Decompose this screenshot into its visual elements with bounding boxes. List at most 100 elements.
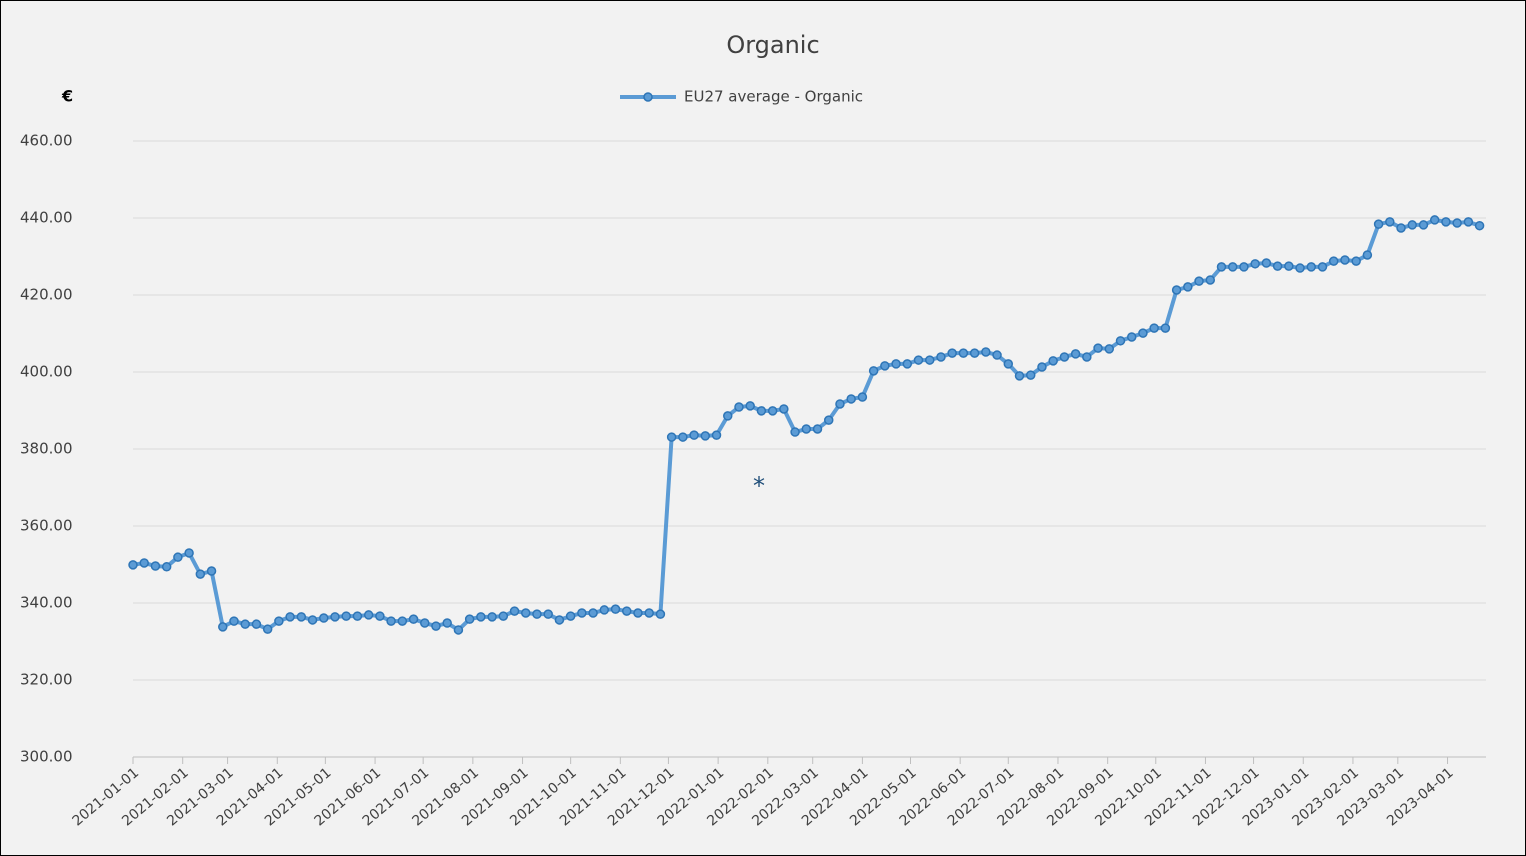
point bbox=[1216, 262, 1227, 272]
y-tick-label: 340.00 bbox=[20, 594, 73, 612]
point bbox=[936, 352, 946, 362]
point bbox=[206, 566, 217, 576]
point bbox=[431, 621, 441, 631]
point bbox=[195, 569, 206, 579]
y-tick-label: 440.00 bbox=[20, 209, 73, 227]
point bbox=[554, 615, 565, 625]
point bbox=[1351, 256, 1361, 266]
point bbox=[633, 608, 643, 618]
point bbox=[1093, 343, 1103, 353]
point bbox=[1126, 332, 1137, 342]
point bbox=[812, 424, 823, 434]
point bbox=[251, 619, 262, 629]
point bbox=[307, 615, 318, 625]
point bbox=[655, 609, 666, 619]
point bbox=[1261, 258, 1272, 268]
point bbox=[1295, 263, 1305, 273]
point bbox=[1183, 282, 1193, 292]
point bbox=[981, 347, 991, 357]
point bbox=[678, 432, 688, 442]
point bbox=[274, 616, 284, 626]
point bbox=[969, 348, 980, 358]
point bbox=[184, 548, 194, 558]
point bbox=[689, 430, 699, 440]
point bbox=[1328, 256, 1339, 266]
y-tick-label: 360.00 bbox=[20, 517, 73, 535]
point bbox=[139, 558, 149, 568]
point bbox=[745, 401, 755, 411]
point bbox=[947, 348, 957, 358]
point bbox=[722, 411, 733, 421]
point bbox=[577, 608, 587, 618]
point bbox=[1373, 219, 1384, 229]
point bbox=[1138, 328, 1148, 338]
point bbox=[565, 611, 576, 621]
point bbox=[464, 614, 475, 624]
point bbox=[1463, 217, 1474, 227]
point bbox=[958, 348, 969, 358]
point bbox=[880, 361, 890, 371]
point bbox=[218, 622, 228, 632]
point bbox=[128, 560, 138, 570]
point bbox=[330, 612, 340, 622]
point bbox=[1340, 255, 1350, 265]
point bbox=[756, 406, 767, 416]
point bbox=[1317, 262, 1328, 272]
point bbox=[262, 624, 273, 634]
point bbox=[1171, 285, 1182, 295]
point bbox=[319, 613, 329, 623]
point bbox=[363, 610, 374, 620]
point bbox=[913, 355, 924, 365]
point bbox=[857, 392, 868, 402]
point bbox=[386, 616, 396, 626]
y-tick-label: 300.00 bbox=[20, 748, 73, 766]
chart-title: Organic bbox=[726, 31, 819, 59]
y-tick-label: 460.00 bbox=[20, 132, 73, 150]
point bbox=[375, 611, 385, 621]
point bbox=[846, 394, 856, 404]
point bbox=[543, 609, 553, 619]
point bbox=[1003, 359, 1014, 369]
point bbox=[1250, 259, 1260, 269]
point bbox=[521, 608, 531, 618]
point bbox=[341, 611, 351, 621]
point bbox=[644, 608, 654, 618]
point bbox=[924, 355, 935, 365]
point bbox=[790, 427, 800, 437]
point bbox=[453, 625, 464, 635]
point bbox=[1306, 262, 1317, 272]
point bbox=[420, 618, 430, 628]
point bbox=[1115, 336, 1126, 346]
point bbox=[1048, 356, 1058, 366]
point bbox=[1227, 262, 1238, 272]
point bbox=[1396, 223, 1406, 233]
legend-marker bbox=[643, 92, 653, 102]
point bbox=[1385, 217, 1395, 227]
point bbox=[779, 404, 789, 414]
point bbox=[173, 552, 183, 562]
point bbox=[285, 612, 295, 622]
point bbox=[487, 612, 497, 622]
point bbox=[229, 616, 239, 626]
point bbox=[509, 606, 520, 616]
point bbox=[734, 402, 744, 412]
y-tick-label: 320.00 bbox=[20, 671, 73, 689]
point bbox=[1407, 220, 1418, 230]
point bbox=[621, 606, 632, 616]
point bbox=[1194, 276, 1204, 286]
point bbox=[902, 359, 913, 369]
y-tick-label: 400.00 bbox=[20, 363, 73, 381]
point bbox=[408, 614, 419, 624]
point bbox=[801, 424, 812, 434]
point bbox=[1104, 344, 1115, 354]
point bbox=[1284, 261, 1294, 271]
point bbox=[1418, 220, 1429, 230]
y-axis-label: € bbox=[61, 87, 73, 106]
point bbox=[240, 619, 250, 629]
point bbox=[296, 612, 307, 622]
point bbox=[666, 432, 677, 442]
point bbox=[588, 608, 598, 618]
point bbox=[891, 359, 901, 369]
point bbox=[1149, 323, 1159, 333]
